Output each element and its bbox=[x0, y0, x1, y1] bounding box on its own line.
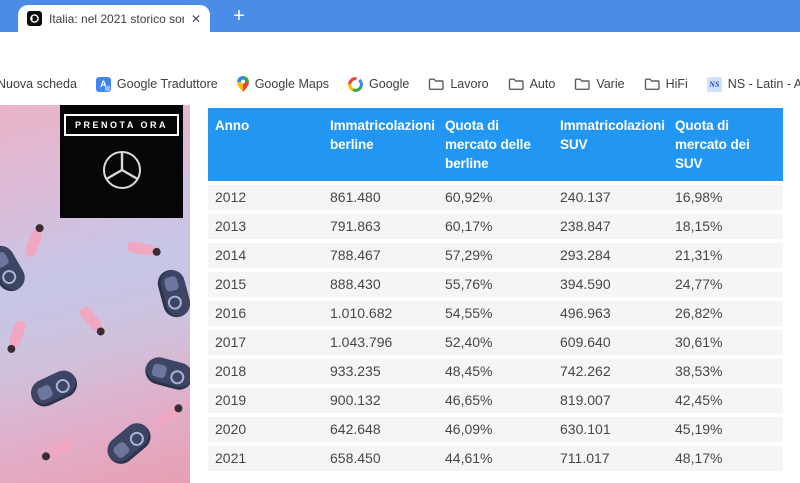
market-data-table: Anno Immatricolazioni berline Quota di m… bbox=[208, 108, 783, 471]
col-header-immatricolazioni-berline: Immatricolazioni berline bbox=[323, 108, 438, 181]
ad-key-graphic bbox=[26, 366, 82, 411]
bookmark-google-traduttore[interactable]: A Google Traduttore bbox=[95, 76, 218, 92]
bookmark-google-maps[interactable]: Google Maps bbox=[236, 76, 329, 92]
mercedes-logo-icon bbox=[101, 149, 143, 196]
folder-icon bbox=[428, 77, 445, 91]
tab-strip: Italia: nel 2021 storico sorpasso ✕ + bbox=[0, 0, 800, 32]
table-header-row: Anno Immatricolazioni berline Quota di m… bbox=[208, 108, 783, 181]
table-row: 2018 933.235 48,45% 742.262 38,53% bbox=[208, 355, 783, 384]
bookmark-google[interactable]: Google bbox=[348, 76, 409, 92]
col-header-quota-suv: Quota di mercato dei SUV bbox=[668, 108, 783, 181]
close-tab-icon[interactable]: ✕ bbox=[190, 11, 201, 26]
ad-person-graphic bbox=[151, 405, 180, 432]
col-header-immatricolazioni-suv: Immatricolazioni SUV bbox=[553, 108, 668, 181]
table-row: 2020 642.648 46,09% 630.101 45,19% bbox=[208, 413, 783, 442]
bookmark-folder-auto[interactable]: Auto bbox=[508, 77, 555, 91]
table-row: 2013 791.863 60,17% 238.847 18,15% bbox=[208, 210, 783, 239]
ns-icon: NS bbox=[706, 76, 722, 92]
folder-icon bbox=[574, 77, 591, 91]
ad-person-graphic bbox=[77, 304, 104, 333]
motor1-favicon-icon bbox=[27, 11, 42, 26]
table-row: 2017 1.043.796 52,40% 609.640 30,61% bbox=[208, 326, 783, 355]
prenota-ora-button[interactable]: PRENOTA ORA bbox=[63, 114, 179, 136]
table-row: 2012 861.480 60,92% 240.137 16,98% bbox=[208, 181, 783, 210]
mercedes-ad[interactable]: PRENOTA ORA bbox=[0, 105, 190, 483]
table-row: 2014 788.467 57,29% 293.284 21,31% bbox=[208, 239, 783, 268]
google-icon bbox=[348, 76, 364, 92]
ad-key-graphic bbox=[101, 417, 157, 470]
col-header-anno: Anno bbox=[208, 108, 323, 181]
bookmarks-bar: Nuova scheda A Google Traduttore Google … bbox=[0, 70, 800, 98]
google-maps-icon bbox=[236, 76, 249, 92]
ad-person-graphic bbox=[126, 240, 155, 257]
browser-toolbar: it.motor1.com/news/593934/mercato-italia… bbox=[0, 32, 800, 97]
ad-panel: PRENOTA ORA bbox=[60, 105, 183, 218]
folder-icon bbox=[508, 77, 524, 91]
table-row: 2016 1.010.682 54,55% 496.963 26,82% bbox=[208, 297, 783, 326]
table-row: 2015 888.430 55,76% 394.590 24,77% bbox=[208, 268, 783, 297]
table-row: 2021 658.450 44,61% 711.017 48,17% bbox=[208, 442, 783, 471]
ad-person-graphic bbox=[7, 318, 28, 349]
bookmark-folder-hifi[interactable]: HiFi bbox=[644, 77, 688, 91]
bookmark-ns-latin-analisi[interactable]: NS NS - Latin - Analisi... bbox=[706, 76, 800, 92]
col-header-quota-berline: Quota di mercato delle berline bbox=[438, 108, 553, 181]
table-row: 2019 900.132 46,65% 819.007 42,45% bbox=[208, 384, 783, 413]
bookmark-folder-varie[interactable]: Varie bbox=[574, 77, 625, 91]
tab-title: Italia: nel 2021 storico sorpasso bbox=[49, 11, 184, 26]
folder-icon bbox=[644, 77, 660, 91]
bookmark-folder-lavoro[interactable]: Lavoro bbox=[428, 77, 489, 91]
google-translate-icon: A bbox=[95, 76, 111, 92]
bookmark-nuova-scheda[interactable]: Nuova scheda bbox=[0, 77, 77, 91]
ad-key-graphic bbox=[142, 354, 190, 393]
new-tab-button[interactable]: + bbox=[233, 5, 245, 27]
browser-tab[interactable]: Italia: nel 2021 storico sorpasso ✕ bbox=[18, 5, 210, 32]
ad-person-graphic bbox=[46, 436, 75, 461]
ad-key-graphic bbox=[154, 266, 190, 321]
ad-person-graphic bbox=[23, 228, 44, 259]
page-content: PRENOTA ORA Anno Immatricolazioni berlin… bbox=[0, 98, 800, 483]
